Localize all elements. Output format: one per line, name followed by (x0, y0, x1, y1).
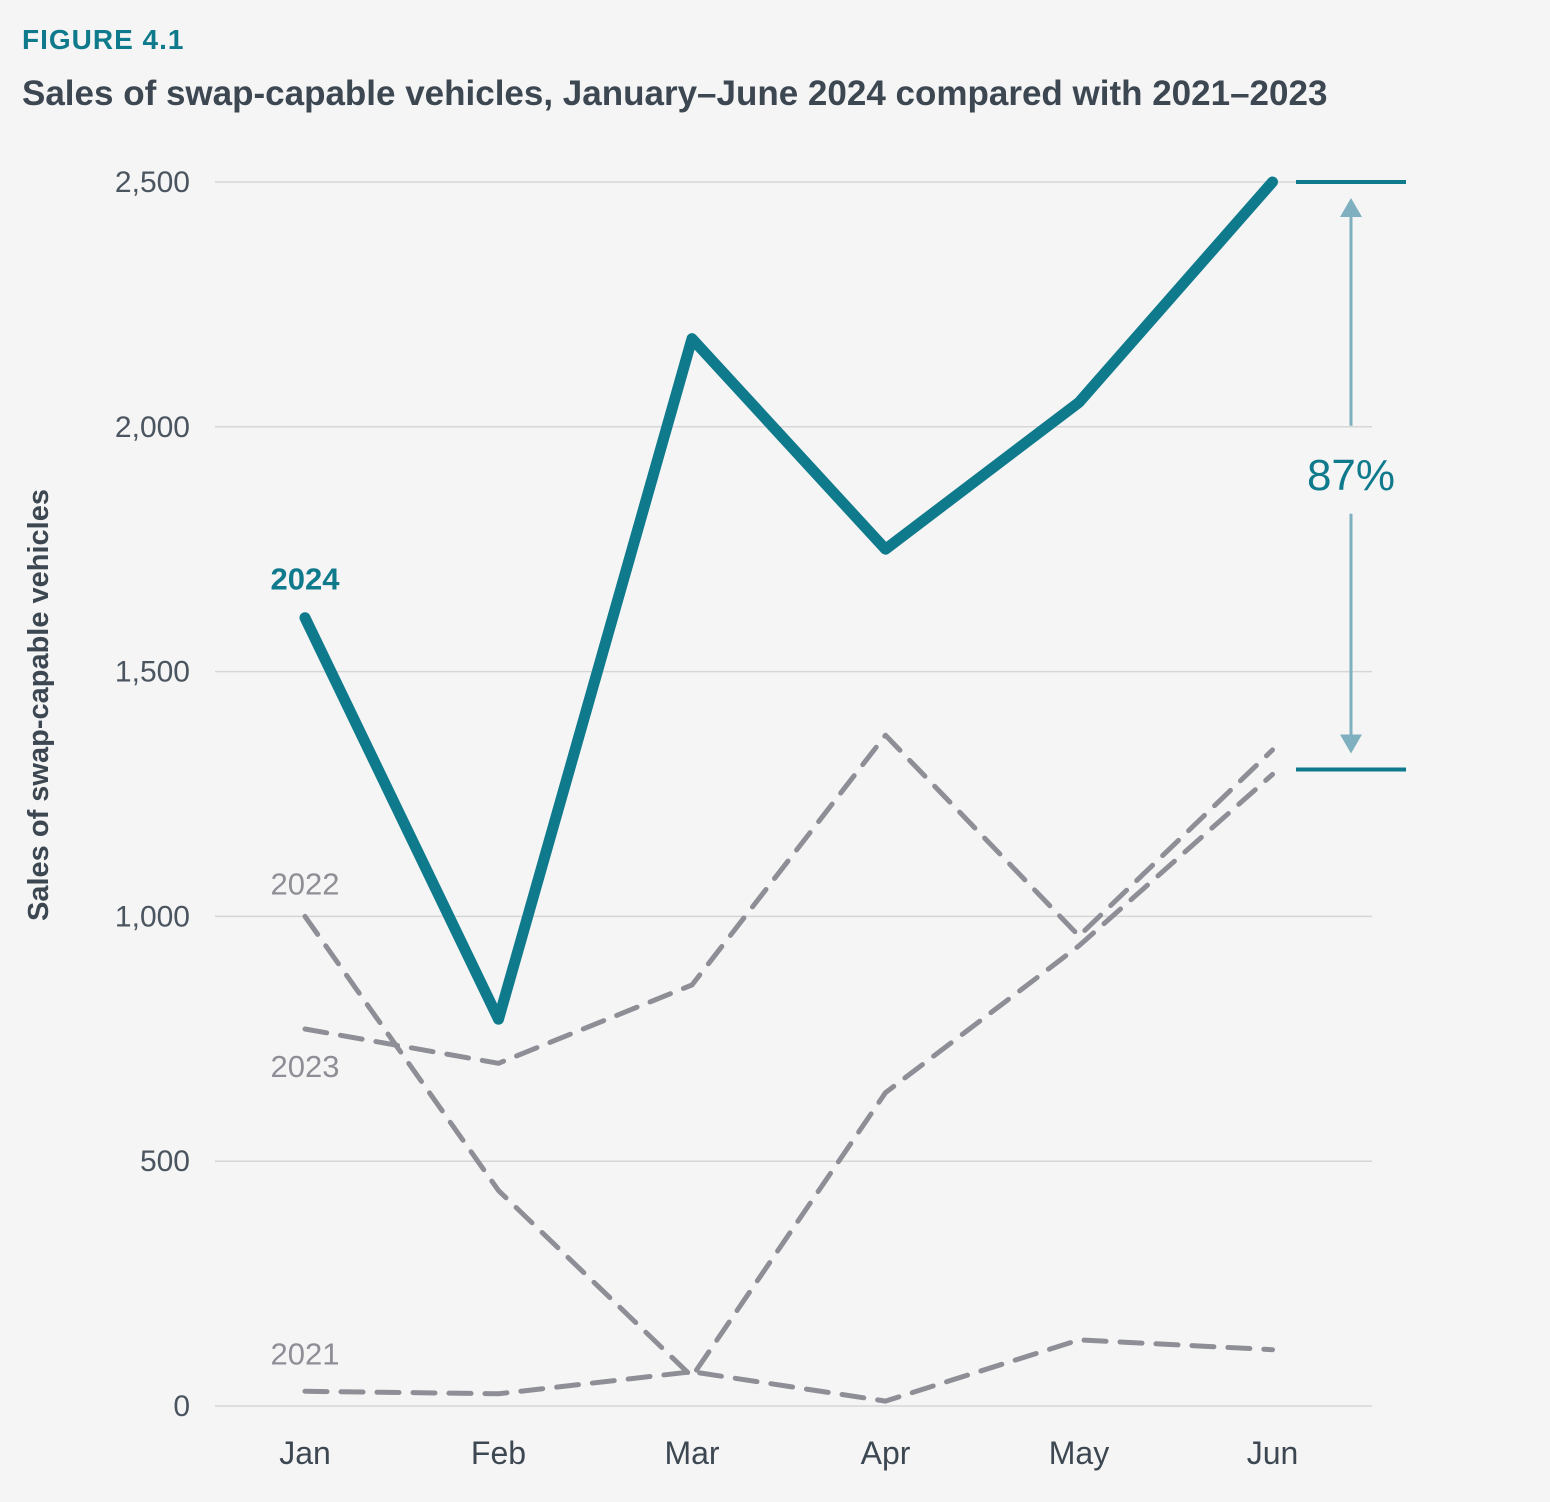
figure-label: FIGURE 4.1 (22, 24, 185, 55)
series-line-2021 (302, 1337, 1275, 1404)
x-axis-ticks: Jan Feb Mar Apr May Jun (279, 1435, 1298, 1471)
y-axis-label: Sales of swap-capable vehicles (23, 489, 55, 921)
series-labels: 2024 2023 2022 2021 (271, 562, 341, 1372)
x-tick-label: Jun (1247, 1435, 1299, 1471)
gridlines (215, 181, 1372, 1407)
series-line-2022 (302, 771, 1275, 1380)
series-lines (299, 176, 1278, 1404)
percent-increase-label: 87% (1307, 451, 1395, 500)
x-tick-label: Apr (861, 1435, 911, 1471)
series-label-2024: 2024 (271, 562, 341, 597)
y-tick-label: 2,000 (115, 411, 190, 444)
x-tick-label: Jan (279, 1435, 331, 1471)
y-axis-ticks: 0 500 1,000 1,500 2,000 2,500 (115, 166, 190, 1423)
series-label-2023: 2023 (271, 1049, 340, 1084)
arrow-head-down (1340, 734, 1362, 754)
series-line-2024 (299, 176, 1278, 1025)
y-tick-label: 500 (140, 1145, 190, 1178)
y-tick-label: 1,000 (115, 900, 190, 933)
series-line-2023 (302, 732, 1275, 1066)
series-label-2021: 2021 (271, 1336, 340, 1371)
growth-annotation: 87% (1296, 180, 1406, 772)
y-tick-label: 0 (173, 1390, 190, 1423)
x-tick-label: Feb (471, 1435, 526, 1471)
x-tick-label: Mar (664, 1435, 719, 1471)
y-tick-label: 2,500 (115, 166, 190, 199)
series-label-2022: 2022 (271, 866, 340, 901)
y-tick-label: 1,500 (115, 656, 190, 689)
arrow-head-up (1340, 198, 1362, 217)
x-tick-label: May (1049, 1435, 1109, 1471)
chart-title: Sales of swap-capable vehicles, January–… (22, 74, 1328, 113)
